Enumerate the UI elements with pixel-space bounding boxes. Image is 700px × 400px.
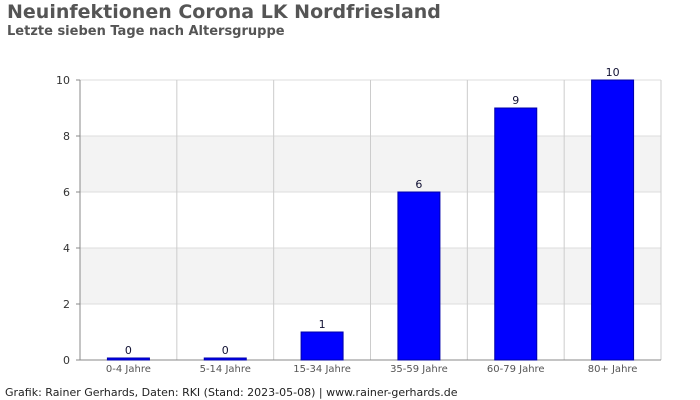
bar [300, 331, 344, 361]
bar-value-label: 1 [319, 318, 326, 331]
chart-subtitle: Letzte sieben Tage nach Altersgruppe [7, 24, 285, 39]
x-tick-label: 35-59 Jahre [390, 364, 448, 375]
bar [106, 357, 150, 361]
x-tick-label: 80+ Jahre [588, 364, 638, 375]
bar-value-label: 0 [125, 344, 132, 357]
y-tick-label: 2 [63, 298, 70, 311]
bar-value-label: 10 [606, 66, 620, 79]
x-tick-label: 5-14 Jahre [200, 364, 251, 375]
y-tick-label: 8 [63, 130, 70, 143]
chart-title: Neuinfektionen Corona LK Nordfriesland [7, 1, 441, 23]
x-tick-label: 60-79 Jahre [487, 364, 545, 375]
bar-value-label: 0 [222, 344, 229, 357]
y-tick-label: 0 [63, 354, 70, 367]
x-tick-label: 15-34 Jahre [293, 364, 351, 375]
y-tick-label: 4 [63, 242, 70, 255]
bar-value-label: 9 [512, 94, 519, 107]
y-tick-label: 6 [63, 186, 70, 199]
bar [591, 79, 635, 361]
bar [397, 191, 441, 361]
x-tick-label: 0-4 Jahre [106, 364, 151, 375]
bar-value-label: 6 [415, 178, 422, 191]
bar [203, 357, 247, 361]
source-footer: Grafik: Rainer Gerhards, Daten: RKI (Sta… [5, 386, 458, 399]
y-tick-label: 10 [56, 74, 70, 87]
bar [494, 107, 538, 361]
